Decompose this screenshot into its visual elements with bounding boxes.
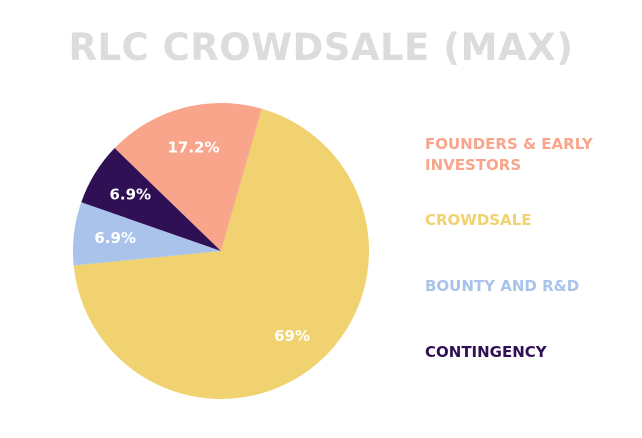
slice-value-label: 69%: [274, 327, 310, 345]
slice-value-label: 6.9%: [109, 186, 151, 204]
slice-value-label: 17.2%: [167, 139, 219, 157]
pie-slice-crowdsale: [73, 108, 370, 399]
legend-entry-bounty: BOUNTY AND R&D: [425, 277, 580, 295]
legend-entry-founders: FOUNDERS & EARLY INVESTORS: [425, 135, 593, 174]
legend-entry-crowdsale: CROWDSALE: [425, 211, 532, 229]
pie-slice-founders-early-investors: [114, 102, 262, 251]
pie-slice-bounty-and-r-d: [73, 202, 221, 266]
slice-value-label: 6.9%: [94, 229, 136, 247]
chart-title: RLC CROWDSALE (MAX): [68, 26, 574, 69]
legend-entry-contingency: CONTINGENCY: [425, 343, 547, 361]
pie-slice-contingency: [81, 148, 222, 251]
